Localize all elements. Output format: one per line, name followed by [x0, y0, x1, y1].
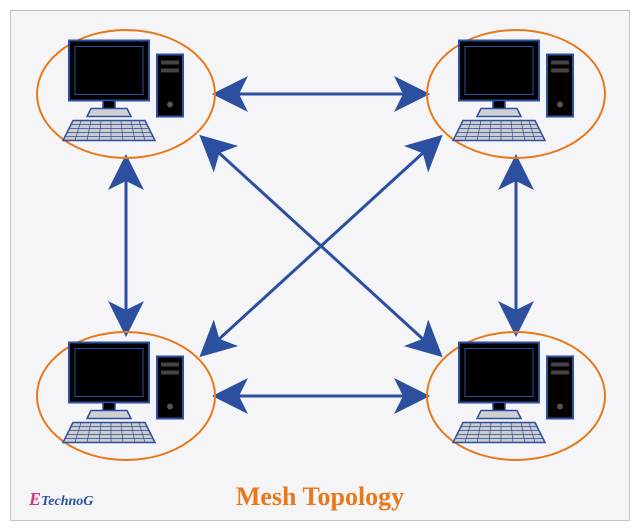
- watermark-rest: TechnoG: [41, 494, 93, 509]
- watermark-e: E: [29, 489, 41, 509]
- edge-node-tr-node-bl: [206, 141, 436, 351]
- computer-wrap: [451, 37, 581, 152]
- network-node-node-tr: [426, 29, 606, 159]
- computer-icon: [451, 339, 581, 449]
- computer-icon: [61, 339, 191, 449]
- edge-node-tl-node-br: [206, 141, 436, 351]
- computer-icon: [61, 37, 191, 147]
- computer-wrap: [451, 339, 581, 454]
- watermark-logo: ETechnoG: [29, 489, 93, 510]
- computer-wrap: [61, 37, 191, 152]
- network-node-node-bl: [36, 331, 216, 461]
- network-node-node-tl: [36, 29, 216, 159]
- computer-icon: [451, 37, 581, 147]
- network-node-node-br: [426, 331, 606, 461]
- diagram-title: Mesh Topology: [236, 482, 404, 512]
- computer-wrap: [61, 339, 191, 454]
- diagram-canvas: Mesh Topology ETechnoG: [10, 10, 630, 521]
